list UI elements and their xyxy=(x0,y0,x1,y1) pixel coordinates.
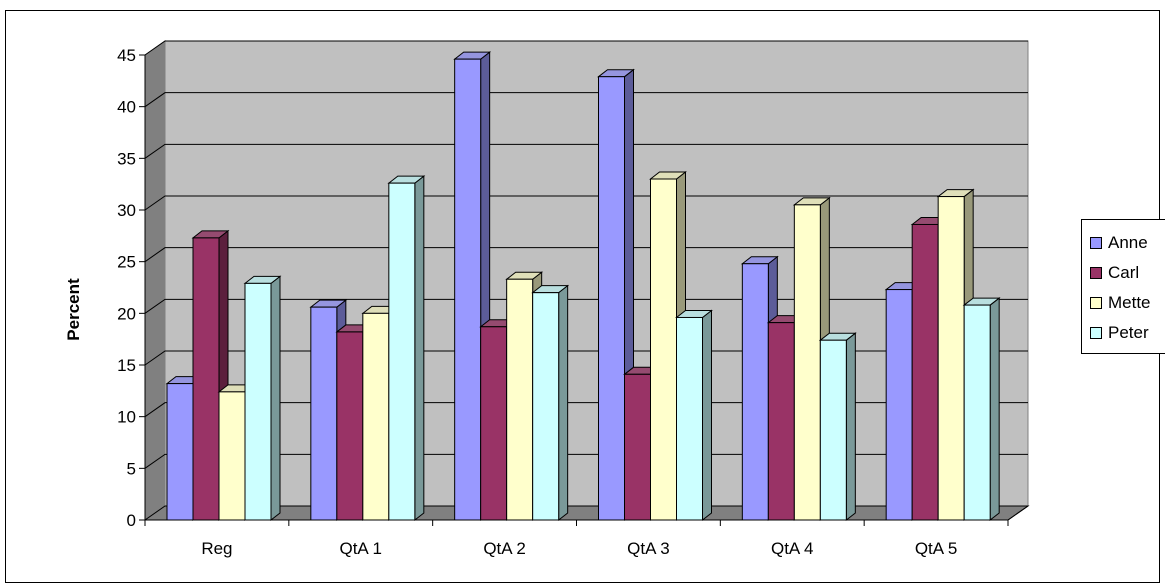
y-tick-label: 30 xyxy=(117,201,136,220)
x-tick-label: QtA 3 xyxy=(627,539,670,558)
gridline xyxy=(144,402,1028,418)
gridline xyxy=(144,40,1028,56)
x-tick-label: Reg xyxy=(201,539,232,558)
bars xyxy=(165,51,1001,522)
bar-front xyxy=(336,331,364,521)
bar-side xyxy=(989,297,1000,522)
bar-side xyxy=(270,275,281,522)
bar-side xyxy=(845,332,856,522)
bar-peter-3 xyxy=(675,309,713,522)
legend-label: Carl xyxy=(1108,263,1140,282)
gridline xyxy=(144,143,1028,159)
y-tick-label: 35 xyxy=(117,149,136,168)
legend-label: Anne xyxy=(1108,233,1148,252)
legend-item-anne: Anne xyxy=(1090,230,1148,256)
x-tick-label: QtA 1 xyxy=(339,539,382,558)
y-tick-label: 20 xyxy=(117,304,136,323)
gridline xyxy=(144,247,1028,263)
gridlines xyxy=(144,40,1028,469)
x-tick-label: QtA 5 xyxy=(915,539,958,558)
bar-front xyxy=(362,312,390,521)
legend: Anne Carl Mette Peter xyxy=(1081,219,1165,354)
bar-front xyxy=(506,278,534,521)
legend-swatch xyxy=(1090,267,1102,279)
legend-label: Peter xyxy=(1108,323,1149,342)
legend-item-mette: Mette xyxy=(1090,290,1151,316)
gridline xyxy=(144,195,1028,211)
bar-front xyxy=(192,237,220,521)
bar-front xyxy=(166,383,194,521)
bar-front xyxy=(650,178,677,521)
bar-peter-5 xyxy=(962,297,1001,522)
bar-front xyxy=(963,304,991,521)
bar-front xyxy=(624,373,651,521)
y-tick-label: 40 xyxy=(117,98,136,117)
bar-front xyxy=(885,289,913,521)
legend-item-peter: Peter xyxy=(1090,320,1149,346)
bar-front xyxy=(793,204,821,521)
y-tick-label: 45 xyxy=(117,46,136,65)
x-tick-label: QtA 2 xyxy=(483,539,526,558)
legend-item-carl: Carl xyxy=(1090,260,1139,286)
bar-front xyxy=(911,223,939,521)
bar-peter-2 xyxy=(531,284,570,522)
bar-side xyxy=(414,175,425,522)
floor-edge xyxy=(1007,505,1029,521)
gridline xyxy=(144,92,1028,108)
legend-swatch xyxy=(1090,327,1102,339)
bar-front xyxy=(244,282,272,521)
bar-mette-5 xyxy=(936,188,975,522)
bar-peter-1 xyxy=(387,175,426,522)
side-wall xyxy=(144,40,166,521)
y-tick-label: 15 xyxy=(117,356,136,375)
bar-front xyxy=(388,182,416,521)
y-axis-title: Percent xyxy=(64,278,83,341)
bar-front xyxy=(310,306,338,521)
bar-front xyxy=(741,263,769,521)
bar-peter-4 xyxy=(818,332,857,522)
bar-front xyxy=(676,316,703,521)
y-tick-label: 10 xyxy=(117,408,136,427)
legend-swatch xyxy=(1090,237,1102,249)
y-tick-label: 25 xyxy=(117,253,136,272)
axis-labels: 0 5 10 15 20 25 30 35 40 45 Reg QtA 1 QtA 2 QtA 3 QtA … xyxy=(64,46,957,558)
bar-front xyxy=(480,326,508,521)
bar-front xyxy=(532,292,560,521)
axes xyxy=(139,54,1029,526)
gridline xyxy=(144,350,1028,366)
bar-front xyxy=(598,76,625,521)
legend-label: Mette xyxy=(1108,293,1151,312)
bar-front xyxy=(454,58,482,521)
legend-swatch xyxy=(1090,297,1102,309)
bar-side xyxy=(702,309,712,522)
bar-front xyxy=(937,196,965,521)
y-tick-label: 0 xyxy=(127,511,136,530)
x-tick-label: QtA 4 xyxy=(771,539,814,558)
gridline xyxy=(144,453,1028,469)
gridline xyxy=(144,298,1028,314)
bar-front xyxy=(218,391,246,521)
bar-peter-0 xyxy=(243,275,282,522)
y-tick-label: 5 xyxy=(127,459,136,478)
bar-side xyxy=(558,284,569,522)
bar-front xyxy=(819,339,847,521)
bar-front xyxy=(767,322,795,521)
